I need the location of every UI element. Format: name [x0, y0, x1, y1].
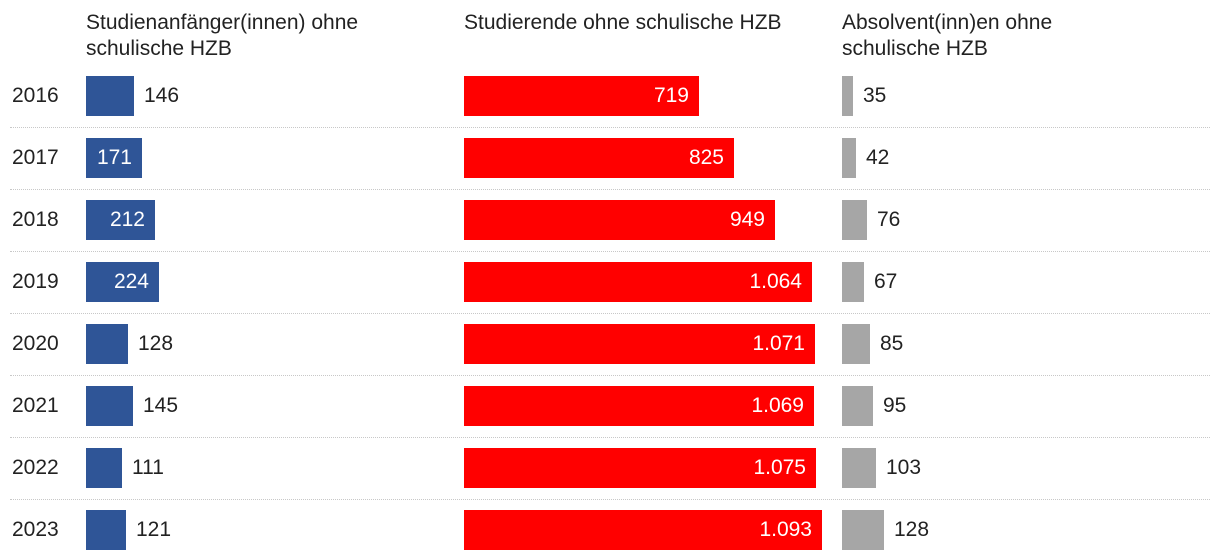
- data-label: 719: [653, 84, 689, 107]
- bar: [464, 138, 734, 178]
- bar: [464, 200, 775, 240]
- data-label: 35: [863, 84, 887, 107]
- year-label: 2016: [12, 84, 59, 107]
- data-label: 67: [874, 270, 898, 293]
- year-label: 2022: [12, 456, 59, 479]
- bar: [86, 324, 128, 364]
- bar: [842, 324, 870, 364]
- data-label: 85: [880, 332, 904, 355]
- bar: [842, 510, 884, 550]
- bar: [464, 510, 822, 550]
- data-label: 103: [886, 456, 922, 479]
- bar: [86, 138, 142, 178]
- bar: [86, 386, 133, 426]
- bar: [86, 448, 122, 488]
- series-title: Absolvent(inn)en ohne schulische HZB: [842, 11, 1053, 60]
- bar: [86, 262, 159, 302]
- bar: [842, 200, 867, 240]
- bar: [86, 200, 155, 240]
- data-label: 1.071: [752, 332, 805, 355]
- row-separator: [10, 437, 1210, 438]
- bar: [464, 448, 816, 488]
- row-separator: [10, 251, 1210, 252]
- bar: [842, 448, 876, 488]
- data-label: 76: [877, 208, 901, 231]
- row-separator: [10, 375, 1210, 376]
- bar: [842, 262, 864, 302]
- bar: [842, 386, 873, 426]
- data-label: 171: [96, 146, 132, 169]
- bar: [464, 324, 815, 364]
- series-title: Studienanfänger(innen) ohne schulische H…: [86, 11, 359, 60]
- data-label: 1.069: [751, 394, 804, 417]
- data-label: 949: [729, 208, 765, 231]
- data-label: 1.075: [753, 456, 806, 479]
- bar: [86, 510, 126, 550]
- row-separator: [10, 313, 1210, 314]
- data-label: 146: [144, 84, 180, 107]
- year-label: 2018: [12, 208, 59, 231]
- year-label: 2023: [12, 518, 59, 541]
- row-separator: [10, 499, 1210, 500]
- year-label: 2019: [12, 270, 59, 293]
- bar: [842, 138, 856, 178]
- series-title: Studierende ohne schulische HZB: [464, 11, 782, 34]
- year-label: 2020: [12, 332, 59, 355]
- bar: [464, 262, 812, 302]
- data-label: 224: [113, 270, 149, 293]
- data-label: 825: [688, 146, 724, 169]
- bar: [86, 76, 134, 116]
- data-label: 95: [883, 394, 907, 417]
- year-label: 2017: [12, 146, 59, 169]
- data-label: 128: [894, 518, 930, 541]
- bar: [464, 76, 699, 116]
- year-label: 2021: [12, 394, 59, 417]
- data-label: 42: [866, 146, 890, 169]
- bar: [464, 386, 814, 426]
- data-label: 128: [138, 332, 174, 355]
- data-label: 1.093: [759, 518, 812, 541]
- bar: [842, 76, 853, 116]
- data-label: 121: [136, 518, 172, 541]
- row-separator: [10, 127, 1210, 128]
- row-separator: [10, 189, 1210, 190]
- data-label: 111: [132, 456, 164, 479]
- data-label: 212: [109, 208, 145, 231]
- data-label: 1.064: [749, 270, 802, 293]
- data-label: 145: [143, 394, 179, 417]
